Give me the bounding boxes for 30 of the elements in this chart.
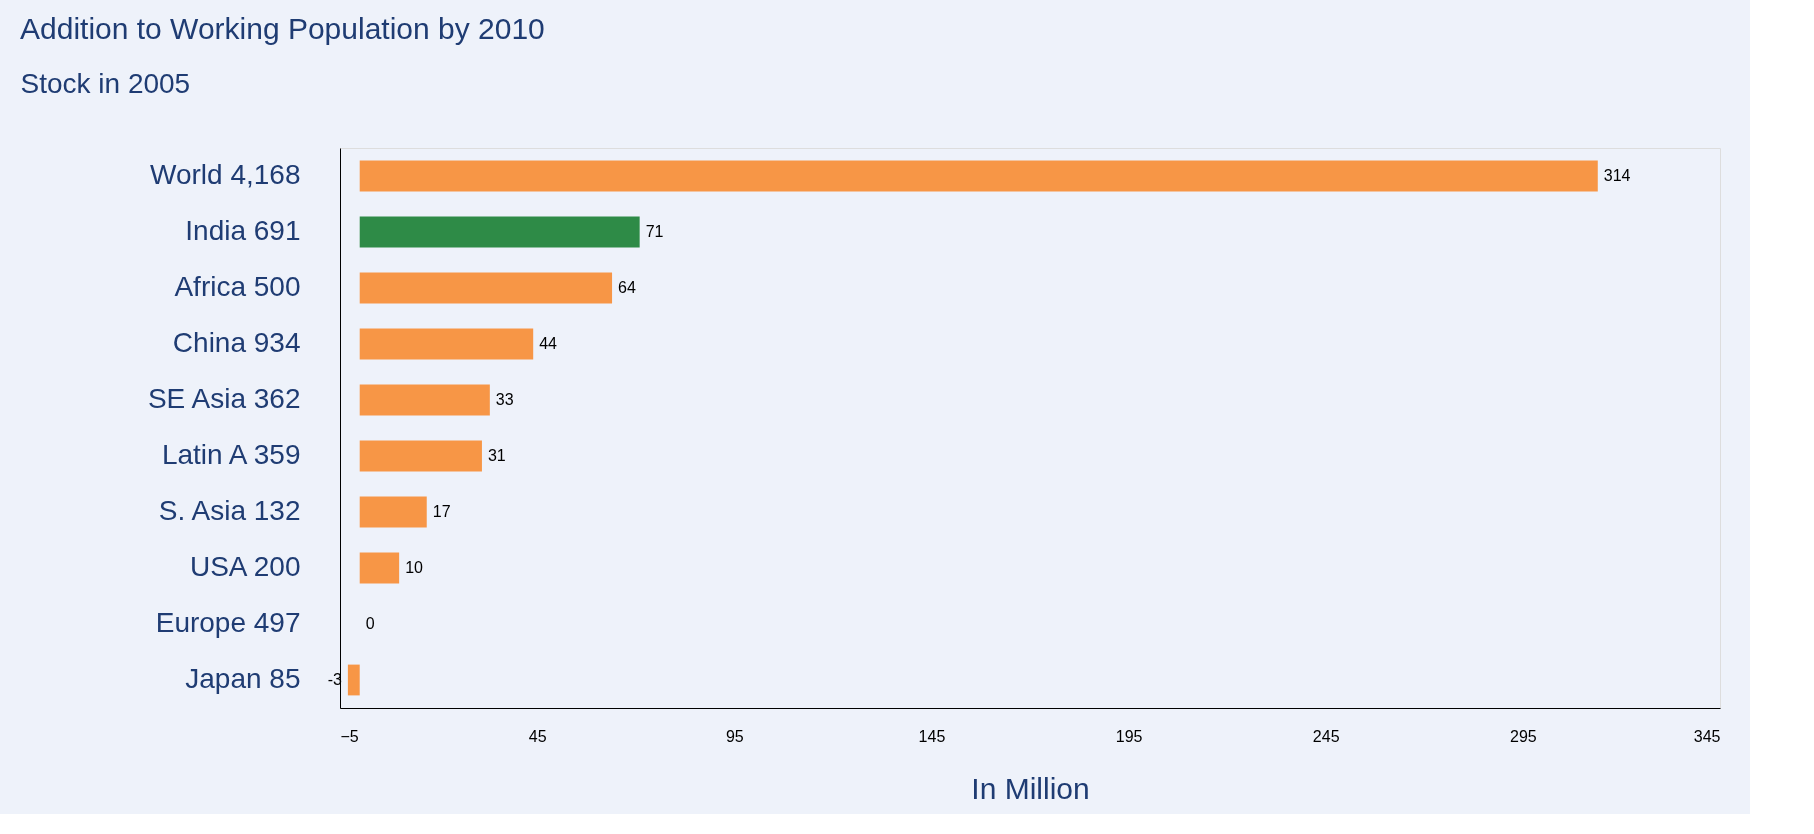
x-tick-label: 245 xyxy=(1312,727,1340,745)
x-tick-label: 195 xyxy=(1115,727,1143,745)
chart-title: Addition to Working Population by 2010 xyxy=(20,12,545,45)
y-tick-label: Latin A 359 xyxy=(161,439,301,470)
y-tick-label: Africa 500 xyxy=(174,271,301,302)
data-label: 33 xyxy=(495,391,514,408)
y-tick-label: World 4,168 xyxy=(150,159,301,190)
data-label: 10 xyxy=(405,559,424,576)
x-tick-label: −5 xyxy=(340,727,359,745)
y-tick-label: China 934 xyxy=(172,327,301,358)
data-label: 0 xyxy=(365,615,375,632)
y-tick-label: S. Asia 132 xyxy=(158,495,301,526)
y-axis-title: Stock in 2005 xyxy=(20,67,191,99)
x-tick-label: 345 xyxy=(1693,727,1721,745)
data-label: 71 xyxy=(645,223,664,240)
data-label: 44 xyxy=(539,335,558,352)
x-tick-label: 45 xyxy=(528,727,547,745)
x-axis-title: In Million xyxy=(971,771,1090,805)
y-tick-label: India 691 xyxy=(185,215,301,246)
y-tick-label: SE Asia 362 xyxy=(147,383,301,414)
x-tick-label: 95 xyxy=(725,727,744,745)
data-label: 314 xyxy=(1603,167,1631,184)
y-tick-label: Europe 497 xyxy=(155,607,301,638)
y-tick-label: Japan 85 xyxy=(185,663,301,694)
x-tick-label: 145 xyxy=(918,727,946,745)
data-label: 64 xyxy=(618,279,636,296)
x-tick-label: 295 xyxy=(1510,727,1537,745)
data-label: 17 xyxy=(432,503,451,520)
data-label: 31 xyxy=(487,447,506,464)
y-tick-label: USA 200 xyxy=(189,551,301,582)
